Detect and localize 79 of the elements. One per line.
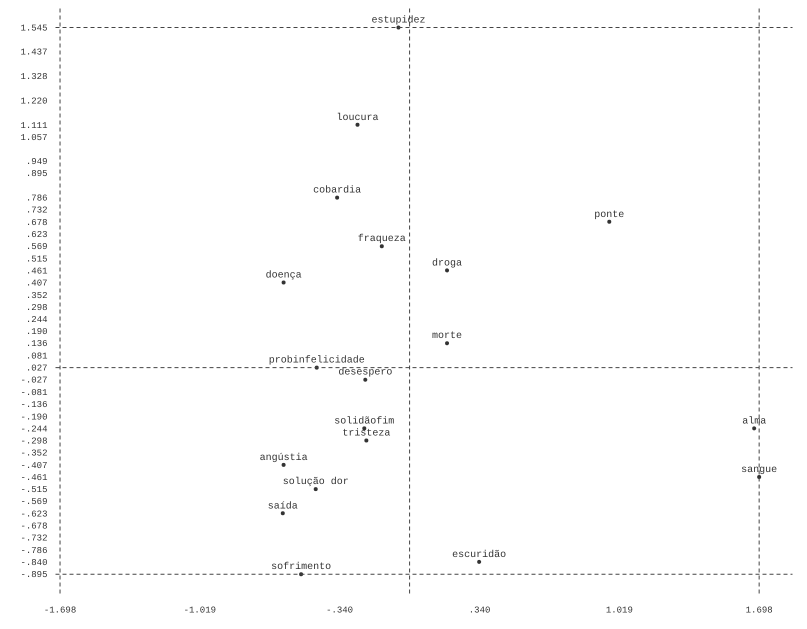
y-tick-label: .678 (26, 218, 48, 228)
x-tick-label: 1.698 (746, 606, 773, 616)
y-tick-label: 1.220 (20, 96, 48, 106)
data-label: desespero (338, 366, 392, 379)
y-tick-label: -.136 (20, 400, 48, 410)
y-tick-label: 1.545 (20, 24, 48, 34)
y-tick-label: 1.328 (20, 72, 48, 82)
y-tick-label: -.569 (20, 497, 48, 508)
data-label: cobardia (313, 184, 362, 197)
y-tick-label: .786 (26, 194, 48, 204)
y-tick-label: .569 (26, 242, 48, 252)
point (314, 487, 318, 492)
point (477, 560, 482, 564)
x-tick-label: .340 (468, 606, 490, 616)
point (445, 341, 450, 346)
data-label: solução dor (282, 476, 349, 488)
point (280, 511, 285, 516)
y-tick-label: 1.111 (20, 120, 48, 131)
data-label: morte (432, 331, 462, 342)
y-tick-label: 1.437 (20, 48, 48, 58)
y-tick-label: -.678 (20, 522, 48, 532)
point (445, 268, 450, 272)
point (335, 196, 340, 200)
point (363, 378, 368, 382)
data-label: probinfelicidade (268, 354, 365, 367)
y-tick-label: .895 (26, 169, 48, 180)
data-label: doença (266, 270, 302, 282)
data-label: escuridão (452, 548, 506, 561)
point (356, 122, 360, 127)
data-label: estupidez (371, 14, 426, 27)
point (364, 438, 368, 442)
data-label: angústia (260, 452, 308, 464)
y-tick-label: -.786 (20, 546, 48, 556)
y-tick-label: -.081 (20, 388, 48, 398)
y-tick-label: .623 (26, 230, 48, 240)
y-tick-label: -.840 (20, 558, 48, 568)
data-label: saída (268, 500, 298, 512)
data-label: sofrimento (271, 561, 332, 574)
y-tick-label: .949 (26, 157, 48, 168)
x-tick-label: -1.698 (44, 606, 76, 616)
point (380, 244, 384, 248)
point (752, 426, 756, 430)
y-tick-label: .461 (26, 266, 48, 276)
y-tick-label: -.461 (20, 472, 48, 483)
y-tick-label: -.407 (20, 460, 48, 471)
point (282, 280, 286, 285)
y-tick-label: -.190 (20, 412, 48, 422)
y-tick-label: -.244 (20, 424, 48, 434)
data-label: droga (432, 257, 462, 270)
y-tick-label: .352 (26, 290, 48, 301)
data-label: fraqueza (358, 233, 406, 246)
y-tick-label: -.732 (20, 534, 48, 544)
point (282, 462, 286, 467)
point (607, 220, 612, 224)
x-tick-label: -1.019 (184, 606, 216, 616)
y-tick-label: .136 (26, 339, 48, 350)
data-label: loucura (336, 112, 379, 124)
y-tick-label: -.515 (20, 485, 48, 496)
data-label: ponte (594, 210, 624, 221)
y-tick-label: 1.057 (20, 132, 48, 143)
y-tick-label: -.623 (20, 509, 48, 520)
y-tick-label: .732 (26, 206, 48, 216)
y-tick-label: .515 (26, 254, 48, 264)
y-tick-label: .244 (26, 315, 48, 326)
data-label: solidãofim (334, 415, 394, 428)
data-label: alma (742, 415, 766, 428)
y-tick-label: .190 (26, 327, 48, 338)
y-tick-label: -.895 (20, 570, 48, 580)
y-tick-label: .081 (26, 352, 48, 362)
data-label: tristeza (342, 427, 390, 440)
y-tick-label: .298 (26, 302, 48, 313)
y-tick-label: .407 (26, 278, 48, 289)
y-tick-label: -.298 (20, 436, 48, 446)
y-tick-label: -.027 (20, 376, 48, 386)
data-label: sangue (741, 464, 778, 476)
y-tick-label: -.352 (20, 448, 48, 459)
x-tick-label: 1.019 (606, 606, 633, 616)
x-tick-label: -.340 (326, 606, 354, 616)
y-tick-label: .027 (26, 364, 48, 374)
